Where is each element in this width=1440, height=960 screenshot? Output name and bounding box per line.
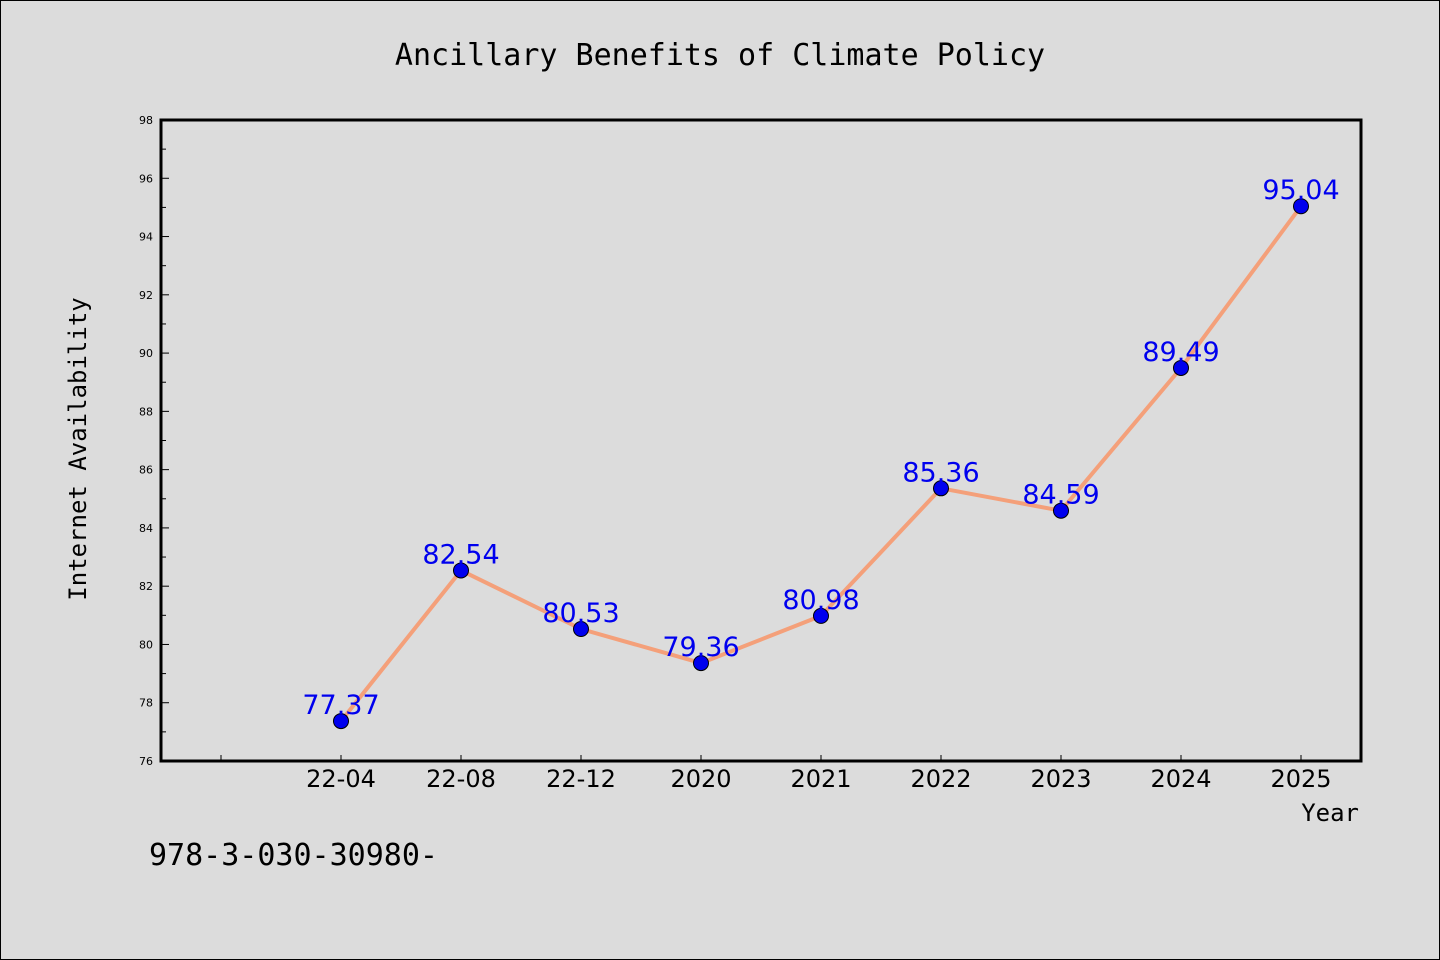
y-tick-label: 80 (139, 638, 153, 651)
data-point (813, 607, 829, 624)
y-tick-label: 82 (139, 580, 153, 593)
series-line-group (339, 205, 1303, 723)
x-tick-label: 2024 (1150, 765, 1211, 793)
marker-group (333, 198, 1309, 730)
series-line (339, 205, 1303, 723)
x-tick-label: 22-08 (426, 765, 496, 793)
y-tick-label: 90 (139, 347, 153, 360)
y-tick-label: 94 (139, 231, 153, 244)
data-label: 89.49 (1142, 337, 1219, 368)
data-label: 85.36 (902, 457, 979, 488)
data-point (573, 621, 589, 638)
y-tick-label: 88 (139, 405, 153, 418)
data-label: 95.04 (1262, 175, 1339, 206)
y-tick-label: 92 (139, 289, 153, 302)
chart-title: Ancillary Benefits of Climate Policy (395, 38, 1045, 73)
y-tick-label: 84 (139, 522, 153, 535)
y-tick-label: 86 (139, 464, 153, 477)
data-point (453, 562, 469, 579)
y-tick-label: 76 (139, 755, 153, 768)
data-point (1293, 198, 1309, 215)
y-tick-label: 96 (139, 172, 153, 185)
data-point (333, 713, 349, 730)
data-label: 79.36 (662, 632, 739, 663)
x-tick-label: 2020 (670, 765, 731, 793)
footer-code: 978-3-030-30980- (149, 838, 438, 873)
data-point (1053, 502, 1069, 519)
data-point (693, 655, 709, 672)
plot-frame (159, 118, 1363, 763)
y-tick-label: 98 (139, 114, 153, 127)
data-label: 82.54 (422, 539, 499, 570)
data-label-group: 77.37 82.54 80.53 79.36 80.98 85.36 84.59 89.49… (302, 175, 1339, 721)
y-tick-label: 78 (139, 697, 153, 710)
x-tick-label: 22-04 (306, 765, 376, 793)
data-label: 84.59 (1022, 480, 1099, 511)
x-tick-label: 2021 (790, 765, 851, 793)
y-axis-label: Internet Availability (64, 297, 92, 600)
x-axis-ticks: 22-04 22-08 22-12 2020 2021 2022 2023 2024 2025 (220, 755, 1332, 793)
x-tick-label: 2025 (1270, 765, 1331, 793)
y-axis-ticks: 76 78 80 82 84 86 88 90 92 94 96 98 (139, 114, 169, 768)
x-axis-label: Year (1301, 799, 1359, 827)
x-tick-label: 2022 (910, 765, 971, 793)
x-tick-label: 2023 (1030, 765, 1091, 793)
data-point (1173, 359, 1189, 376)
data-label: 77.37 (302, 690, 379, 721)
data-point (933, 480, 949, 497)
x-tick-label: 22-12 (546, 765, 616, 793)
data-label: 80.98 (782, 585, 859, 616)
data-label: 80.53 (542, 598, 619, 629)
